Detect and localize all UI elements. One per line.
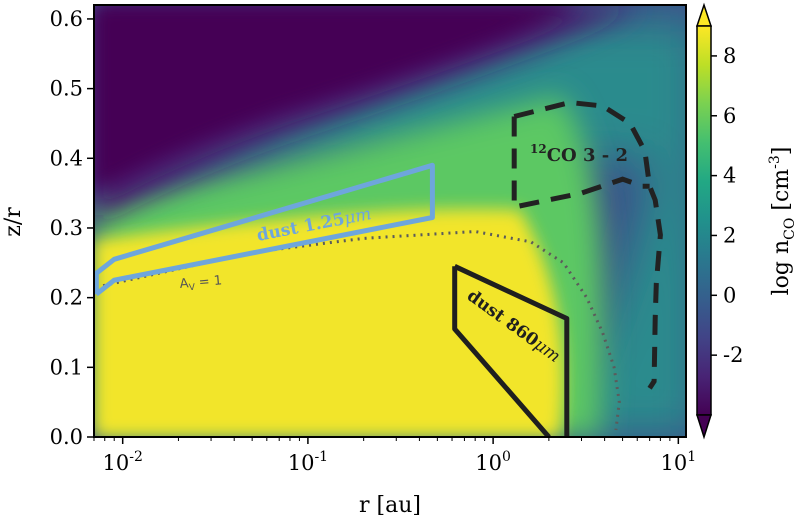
colorbar-tick-label: 2: [723, 223, 736, 247]
co-32-label: 12CO 3 - 2: [530, 142, 628, 166]
colorbar-extend-top: [695, 2, 713, 27]
y-tick-label: 0.4: [50, 146, 83, 170]
y-tick-label: 0.5: [50, 77, 83, 101]
av-label: AV = 1: [179, 273, 223, 294]
colorbar-extend-bottom: [695, 414, 713, 440]
colorbar-label: log nCO [cm-3]: [767, 147, 798, 296]
y-tick-label: 0.3: [50, 216, 83, 240]
colorbar-tick-label: 6: [723, 104, 736, 128]
dust-125-contour: [94, 162, 435, 297]
colorbar-tick-label: 0: [723, 283, 736, 307]
x-axis-title: r [au]: [359, 493, 421, 518]
x-tick-label: 100: [475, 449, 511, 475]
y-tick-label: 0.0: [50, 425, 83, 449]
x-tick-label: 10-2: [103, 449, 143, 475]
dust-860-contour-inner: [452, 266, 551, 437]
heatmap-field: [94, 5, 686, 437]
y-axis-title: z/r: [1, 207, 26, 237]
x-tick-label: 101: [661, 449, 697, 475]
plot-frame: [93, 4, 687, 438]
y-tick-label: 0.2: [50, 286, 83, 310]
y-axis: 0.0 0.1 0.2 0.3 0.4 0.5 0.6: [50, 7, 94, 449]
colorbar: -2 0 2 4 6 8 log nCO [cm-3]: [695, 2, 798, 440]
colorbar-tick-label: 4: [723, 164, 736, 188]
co-32-contour-inner: [511, 116, 650, 211]
colorbar-body: [696, 25, 712, 416]
colorbar-tick-label: -2: [723, 343, 743, 367]
x-tick-label: 10-1: [288, 449, 328, 475]
colorbar-ticks: -2 0 2 4 6 8: [711, 44, 743, 367]
co-32-contour: [513, 99, 663, 390]
dust-860-contour: [453, 264, 570, 437]
colorbar-tick-label: 8: [723, 44, 736, 68]
x-axis: 10-2 10-1 100 101: [93, 437, 697, 475]
y-tick-label: 0.1: [50, 355, 83, 379]
y-tick-label: 0.6: [50, 7, 83, 31]
